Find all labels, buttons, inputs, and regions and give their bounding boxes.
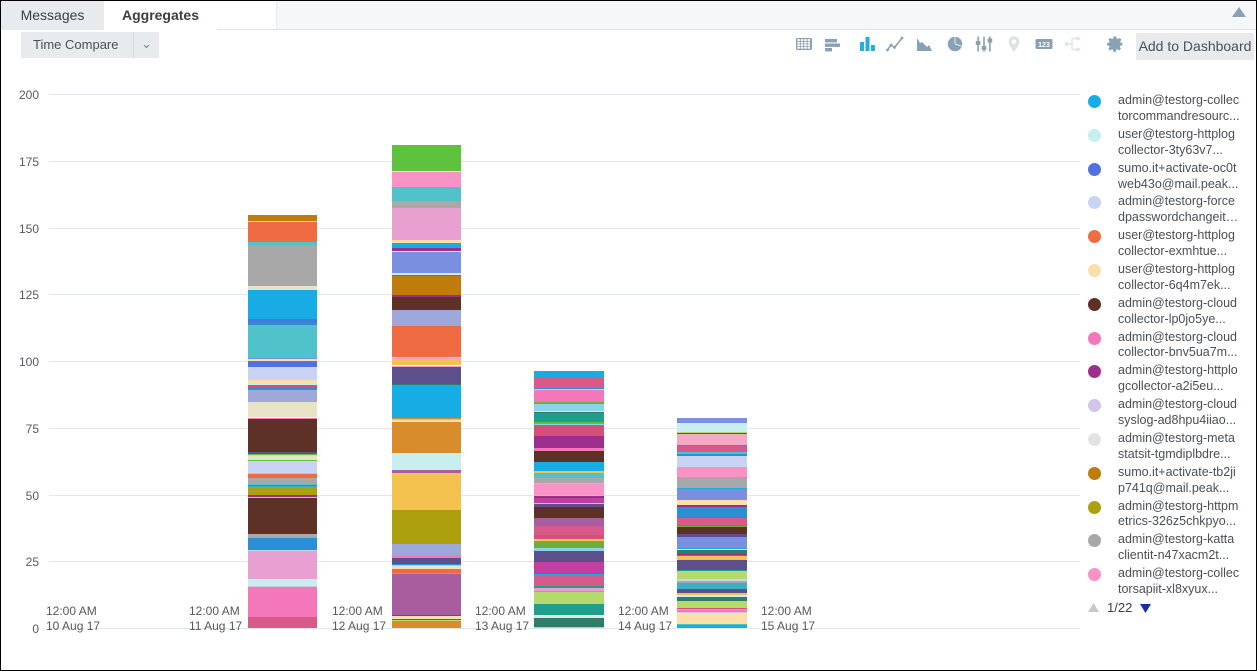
svg-text:123: 123 (1038, 42, 1050, 49)
